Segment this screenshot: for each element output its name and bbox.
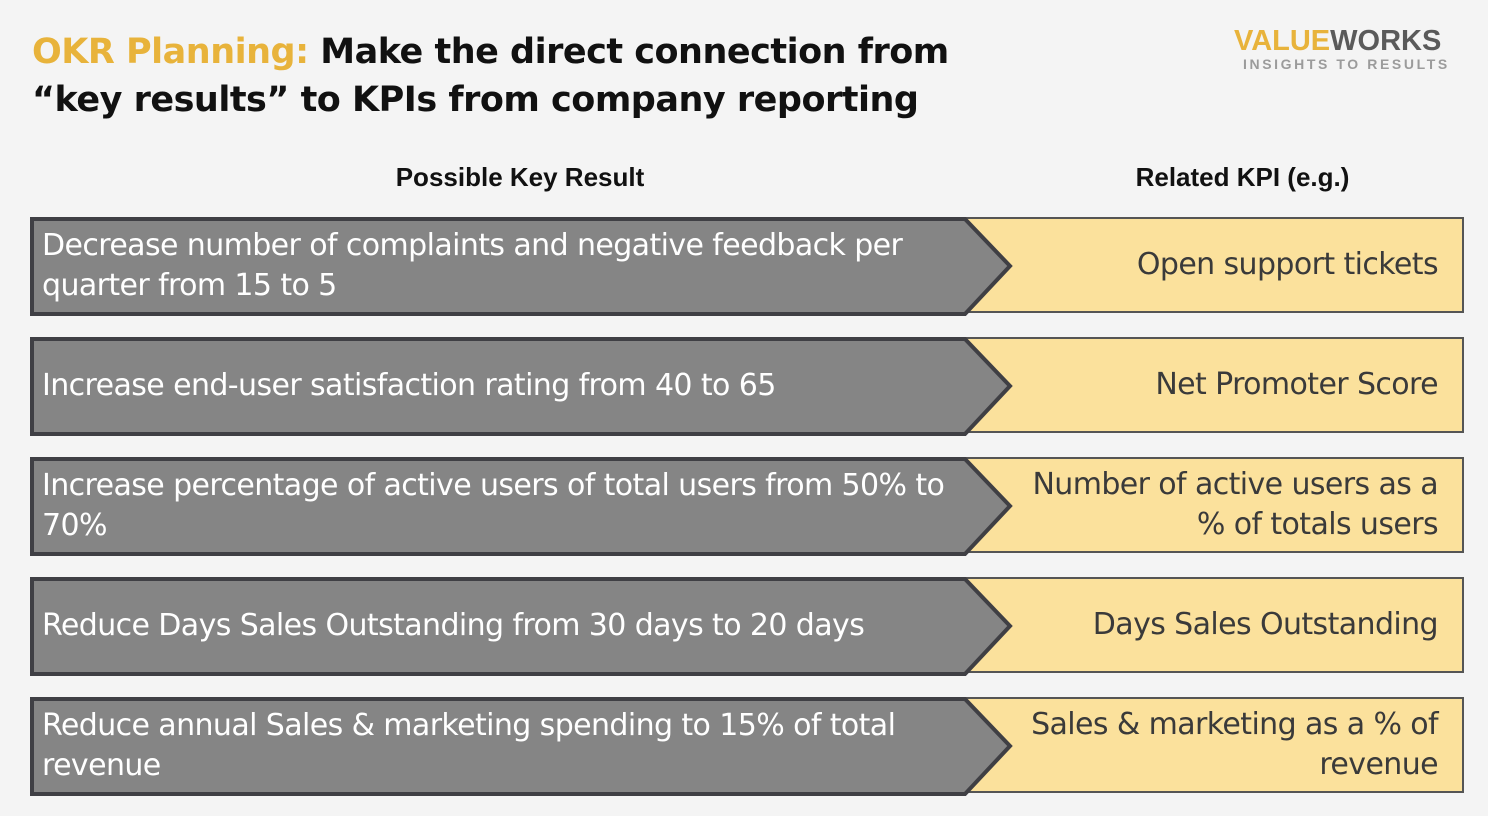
key-result-label: Reduce Days Sales Outstanding from 30 da… [42, 608, 865, 643]
kpi-label: Days Sales Outstanding [1092, 607, 1439, 642]
key-result-label: Decrease number of complaints and negati… [42, 228, 903, 303]
kpi-label: Sales & marketing as a % of revenue [1031, 707, 1439, 782]
key-result-label: Increase percentage of active users of t… [42, 468, 945, 543]
key-result-arrow-shape [30, 217, 1013, 316]
key-result-arrow-shape [30, 457, 1013, 556]
key-result-label: Increase end-user satisfaction rating fr… [42, 368, 776, 403]
title-accent: OKR Planning: [32, 32, 309, 72]
kpi-box: Sales & marketing as a % of revenue [960, 697, 1464, 793]
kpi-box: Days Sales Outstanding [960, 577, 1464, 673]
okr-row: Sales & marketing as a % of revenue Redu… [30, 697, 1464, 797]
kpi-box: Open support tickets [960, 217, 1464, 313]
column-header-key-result: Possible Key Result [395, 162, 645, 192]
kpi-label: Number of active users as a % of totals … [1032, 467, 1438, 542]
okr-row: Days Sales Outstanding Reduce Days Sales… [30, 577, 1464, 677]
key-result-arrow-shape [30, 697, 1013, 796]
okr-row: Open support tickets Decrease number of … [30, 217, 1464, 317]
title-main: Make the direct connection from “key res… [32, 32, 949, 120]
kpi-box: Number of active users as a % of totals … [960, 457, 1464, 553]
key-result-arrow-shape [30, 337, 1013, 436]
kpi-label: Net Promoter Score [1155, 367, 1438, 402]
key-result-label: Reduce annual Sales & marketing spending… [42, 708, 896, 783]
key-result-arrow-shape [30, 577, 1013, 676]
kpi-label: Open support tickets [1136, 247, 1439, 282]
okr-row: Number of active users as a % of totals … [30, 457, 1464, 557]
okr-row: Net Promoter Score Increase end-user sat… [30, 337, 1464, 437]
logo-brand-main: WORKS [1330, 25, 1442, 57]
valueworks-logo: VALUEWORKS INSIGHTS TO RESULTS [1234, 26, 1464, 72]
logo-tagline: INSIGHTS TO RESULTS [1243, 56, 1450, 72]
column-header-kpi: Related KPI (e.g.) [1135, 162, 1350, 192]
logo-brand: VALUEWORKS [1234, 26, 1464, 56]
kpi-box: Net Promoter Score [960, 337, 1464, 433]
logo-brand-accent: VALUE [1234, 25, 1331, 57]
page-title: OKR Planning: Make the direct connection… [32, 28, 1032, 124]
